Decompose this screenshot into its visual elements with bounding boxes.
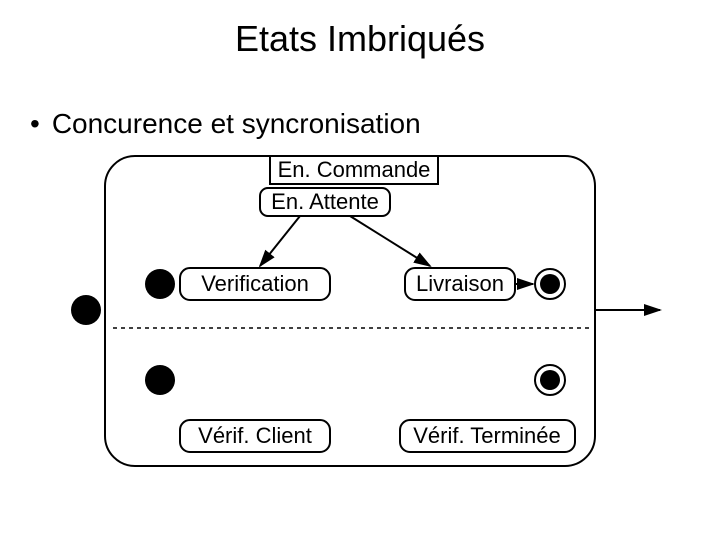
initial-bottom: [145, 365, 175, 395]
state-verif-terminee-label: Vérif. Terminée: [413, 423, 561, 448]
initial-outer: [71, 295, 101, 325]
state-en-attente-label: En. Attente: [271, 189, 379, 214]
final-bottom: [535, 365, 565, 395]
final-top: [535, 269, 565, 299]
initial-top: [145, 269, 175, 299]
state-verif-client-label: Vérif. Client: [198, 423, 312, 448]
composite-label: En. Commande: [278, 157, 431, 182]
state-verification-label: Verification: [201, 271, 309, 296]
state-livraison-label: Livraison: [416, 271, 504, 296]
state-diagram: En. Commande En. Attente Verification Li…: [0, 0, 720, 540]
